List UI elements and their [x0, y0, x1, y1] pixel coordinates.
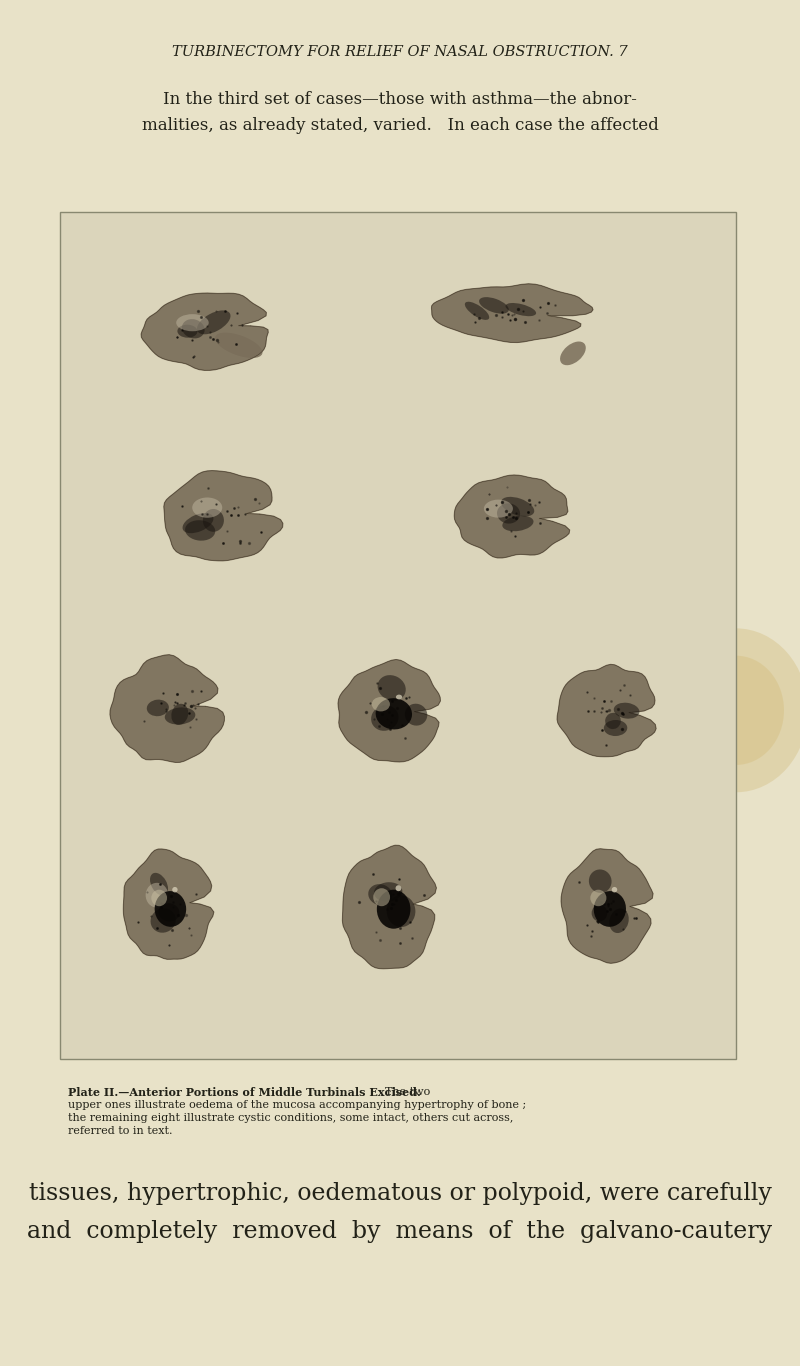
Ellipse shape	[368, 884, 393, 906]
Ellipse shape	[605, 713, 621, 729]
Ellipse shape	[589, 870, 611, 893]
Text: The two: The two	[378, 1086, 430, 1097]
Ellipse shape	[197, 310, 230, 335]
Ellipse shape	[614, 702, 639, 719]
Ellipse shape	[376, 698, 412, 729]
Polygon shape	[342, 846, 436, 968]
Ellipse shape	[395, 885, 402, 891]
Ellipse shape	[171, 703, 188, 725]
Ellipse shape	[610, 908, 629, 933]
Ellipse shape	[501, 497, 534, 516]
Text: referred to in text.: referred to in text.	[68, 1126, 173, 1135]
Bar	[60, 212, 736, 1059]
Ellipse shape	[151, 889, 167, 906]
Ellipse shape	[182, 514, 214, 533]
Ellipse shape	[165, 708, 195, 724]
Ellipse shape	[405, 703, 427, 725]
Ellipse shape	[176, 314, 209, 331]
Polygon shape	[110, 654, 224, 762]
Ellipse shape	[182, 320, 205, 339]
Ellipse shape	[154, 891, 186, 926]
Ellipse shape	[688, 656, 784, 765]
Ellipse shape	[465, 302, 490, 320]
Text: Plate II.—Anterior Portions of Middle Turbinals Excised.: Plate II.—Anterior Portions of Middle Tu…	[68, 1086, 421, 1098]
Ellipse shape	[178, 325, 198, 337]
Polygon shape	[557, 664, 656, 757]
Polygon shape	[142, 294, 268, 370]
Ellipse shape	[374, 888, 390, 906]
Ellipse shape	[396, 695, 402, 699]
Text: the remaining eight illustrate cystic conditions, some intact, others cut across: the remaining eight illustrate cystic co…	[68, 1113, 514, 1123]
Polygon shape	[432, 284, 593, 343]
Ellipse shape	[172, 887, 178, 892]
Ellipse shape	[372, 697, 390, 712]
Polygon shape	[561, 848, 653, 963]
Ellipse shape	[594, 891, 626, 926]
Ellipse shape	[150, 873, 168, 896]
Ellipse shape	[592, 904, 607, 922]
Polygon shape	[338, 660, 440, 762]
Ellipse shape	[604, 720, 627, 736]
Ellipse shape	[146, 699, 169, 716]
Ellipse shape	[612, 887, 618, 892]
Ellipse shape	[497, 503, 520, 523]
Text: TURBINECTOMY FOR RELIEF OF NASAL OBSTRUCTION. 7: TURBINECTOMY FOR RELIEF OF NASAL OBSTRUC…	[172, 45, 628, 59]
Text: and  completely  removed  by  means  of  the  galvano-cautery: and completely removed by means of the g…	[27, 1220, 773, 1243]
Ellipse shape	[560, 342, 586, 365]
Ellipse shape	[146, 882, 168, 907]
Ellipse shape	[484, 500, 513, 518]
Polygon shape	[164, 471, 282, 560]
Ellipse shape	[215, 332, 262, 358]
Ellipse shape	[377, 889, 410, 929]
Ellipse shape	[386, 895, 415, 928]
Text: tissues, hypertrophic, oedematous or polypoid, were carefully: tissues, hypertrophic, oedematous or pol…	[29, 1182, 771, 1205]
Text: malities, as already stated, varied.   In each case the affected: malities, as already stated, varied. In …	[142, 117, 658, 134]
Ellipse shape	[192, 497, 222, 518]
Ellipse shape	[203, 510, 224, 531]
Ellipse shape	[506, 303, 536, 316]
Ellipse shape	[371, 705, 398, 731]
Ellipse shape	[378, 675, 406, 701]
Ellipse shape	[158, 903, 179, 922]
Ellipse shape	[502, 516, 534, 531]
Ellipse shape	[590, 889, 606, 906]
Polygon shape	[123, 850, 214, 959]
Ellipse shape	[150, 908, 176, 933]
Polygon shape	[454, 475, 570, 557]
Ellipse shape	[374, 882, 402, 902]
Ellipse shape	[185, 520, 215, 541]
Text: upper ones illustrate oedema of the mucosa accompanying hypertrophy of bone ;: upper ones illustrate oedema of the muco…	[68, 1100, 526, 1109]
Ellipse shape	[479, 298, 509, 314]
Ellipse shape	[664, 628, 800, 792]
Text: In the third set of cases—those with asthma—the abnor-: In the third set of cases—those with ast…	[163, 92, 637, 108]
